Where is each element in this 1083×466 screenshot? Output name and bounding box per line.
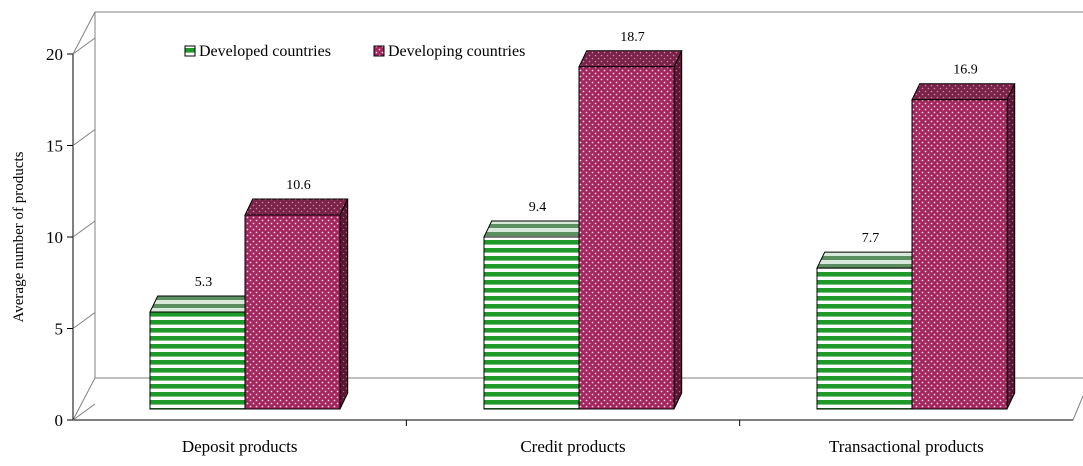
- bar-value-label: 10.6: [286, 178, 311, 193]
- x-category-label: Credit products: [520, 437, 625, 456]
- bar: [911, 83, 1016, 410]
- y-tick-label: 5: [55, 320, 64, 339]
- y-tick-label: 15: [46, 137, 63, 156]
- y-tick-depth-line: [72, 220, 96, 238]
- data-labels: 5.3 10.6 9.4 18.7 7.7 16.9: [195, 30, 978, 290]
- bar-front-face: [149, 311, 246, 410]
- bar-top-face: [911, 83, 1016, 101]
- bar: [149, 295, 254, 410]
- x-category-label: Deposit products: [182, 437, 298, 456]
- bar: [578, 50, 683, 410]
- y-axis-label: Average number of products: [11, 151, 27, 322]
- right-floor-edge: [1072, 395, 1083, 421]
- bar-front-face: [578, 66, 675, 410]
- bar: [816, 251, 921, 410]
- y-tick-depth-line: [72, 403, 96, 421]
- left-floor-edge: [72, 377, 96, 421]
- bar-value-label: 18.7: [620, 30, 645, 45]
- bar-front-face: [816, 267, 913, 410]
- bar-side-face: [673, 50, 683, 410]
- bar-value-label: 5.3: [195, 275, 213, 290]
- bar-top-face: [149, 295, 254, 313]
- bar-value-label: 7.7: [862, 231, 880, 246]
- left-wall-edge: [72, 11, 96, 55]
- bar: [483, 220, 588, 410]
- bars: [149, 50, 1016, 410]
- y-tick-label: 10: [46, 228, 63, 247]
- bar-front-face: [244, 214, 341, 410]
- bar-top-face: [816, 251, 921, 269]
- x-category-label: Transactional products: [829, 437, 984, 456]
- bar-top-face: [483, 220, 588, 238]
- legend-label-developing: Developing countries: [388, 43, 525, 60]
- bar-value-label: 16.9: [953, 63, 978, 78]
- y-tick-label: 20: [46, 45, 63, 64]
- bar-side-face: [339, 198, 349, 410]
- bar-top-face: [578, 50, 683, 68]
- legend: Developed countries Developing countries: [184, 43, 525, 60]
- bar-value-label: 9.4: [529, 200, 547, 215]
- x-ticks: Deposit products Credit products Transacti…: [182, 420, 984, 456]
- bar-front-face: [911, 99, 1008, 410]
- bar-side-face: [1006, 83, 1016, 410]
- legend-swatch-developing: [373, 45, 385, 57]
- legend-label-developed: Developed countries: [199, 43, 331, 60]
- bar-front-face: [483, 236, 580, 410]
- y-tick-depth-line: [72, 37, 96, 55]
- bar-top-face: [244, 198, 349, 216]
- y-tick-label: 0: [55, 411, 64, 430]
- y-tick-depth-line: [72, 312, 96, 329]
- legend-swatch-developed: [184, 45, 196, 57]
- bar: [244, 198, 349, 410]
- y-tick-depth-line: [72, 129, 96, 146]
- y-ticks: 0 5 10 15 20: [46, 37, 96, 430]
